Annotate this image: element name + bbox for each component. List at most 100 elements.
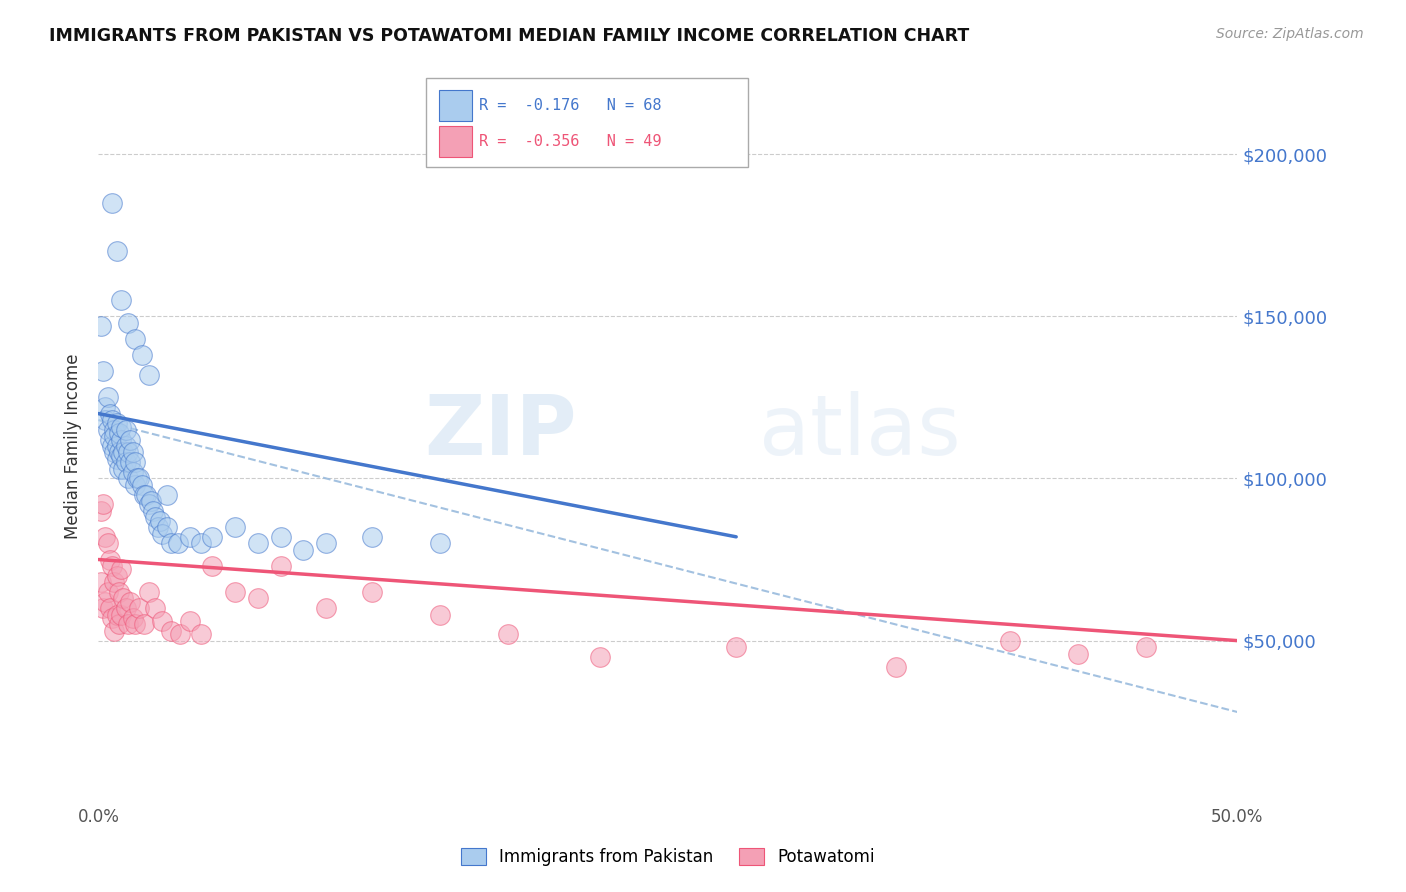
Point [270,559,292,574]
Point [101,611,124,625]
Y-axis label: Median Family Income: Median Family Income [65,353,83,539]
Point [131,478,153,492]
Point [292,542,315,557]
Point [98,407,121,421]
Point [121,611,143,625]
Point [112,445,135,459]
Point [315,601,337,615]
Point [179,530,201,544]
Text: ZIP: ZIP [425,392,576,472]
Point [98,601,121,615]
Point [120,433,142,447]
Point [132,617,155,632]
Point [103,624,125,638]
Point [90,504,112,518]
Point [110,433,132,447]
Point [124,478,146,492]
Point [98,433,121,447]
Point [105,439,128,453]
Point [142,504,165,518]
Point [429,607,451,622]
Point [224,585,246,599]
Point [121,465,143,479]
Point [120,595,142,609]
Point [150,614,173,628]
Point [91,364,114,378]
Point [114,601,136,615]
Text: atlas: atlas [759,392,960,472]
Point [90,575,112,590]
Point [498,627,520,641]
Point [110,293,132,307]
Point [96,536,118,550]
Point [246,536,269,550]
Text: R =  -0.356   N = 49: R = -0.356 N = 49 [479,134,662,149]
Point [105,417,128,431]
Point [101,439,124,453]
Point [108,425,131,440]
Point [117,316,139,330]
Text: R =  -0.176   N = 68: R = -0.176 N = 68 [479,98,662,113]
Point [114,439,136,453]
Point [315,536,337,550]
Point [149,514,172,528]
Point [360,530,382,544]
Point [105,244,128,259]
Point [167,536,190,550]
Point [160,624,183,638]
Point [96,423,118,437]
Point [124,617,146,632]
Point [138,585,160,599]
Point [110,449,132,463]
Point [998,633,1021,648]
Point [110,419,132,434]
Point [124,455,146,469]
Point [145,601,167,615]
Point [110,607,132,622]
Point [96,390,118,404]
Point [138,497,160,511]
Point [91,601,114,615]
Point [110,562,132,576]
Point [138,368,160,382]
Point [90,318,112,333]
Point [98,552,121,566]
Point [360,585,382,599]
Point [105,607,128,622]
Point [201,559,224,574]
Point [127,471,149,485]
Point [270,530,292,544]
Point [103,429,125,443]
Point [190,627,212,641]
Point [132,488,155,502]
Point [128,471,150,485]
Point [101,195,124,210]
Point [103,445,125,459]
Point [1135,640,1157,654]
Point [103,423,125,437]
Point [156,488,179,502]
Point [429,536,451,550]
Point [588,649,610,664]
Point [117,617,139,632]
Point [246,591,269,606]
Point [96,585,118,599]
Point [112,591,135,606]
Point [117,445,139,459]
Point [117,471,139,485]
Point [124,332,146,346]
Point [121,445,143,459]
Point [145,510,167,524]
Point [108,617,131,632]
Point [94,400,117,414]
Point [94,595,117,609]
Point [120,455,142,469]
Point [725,640,748,654]
Point [94,530,117,544]
Point [91,497,114,511]
Point [190,536,212,550]
Point [108,445,131,459]
Point [146,520,169,534]
Point [201,530,224,544]
Point [135,488,157,502]
